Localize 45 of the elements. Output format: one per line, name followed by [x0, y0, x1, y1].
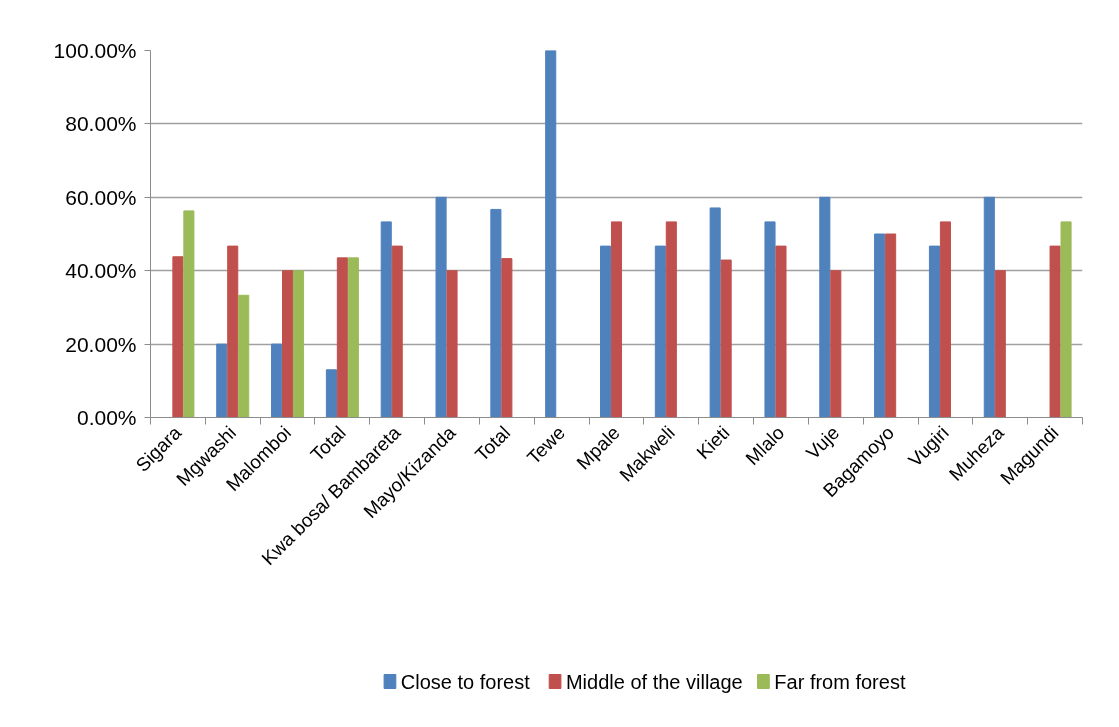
y-tick-label: 40.00% — [65, 259, 137, 283]
bar — [885, 233, 897, 418]
bar — [819, 196, 831, 418]
bar — [610, 221, 623, 418]
y-tick-label: 100.00% — [53, 39, 137, 62]
bar — [183, 210, 195, 418]
bar — [271, 343, 283, 418]
bar — [292, 270, 305, 418]
bar — [216, 343, 228, 418]
bar — [599, 245, 612, 418]
legend-label: Close to forest — [400, 670, 531, 693]
bar — [1060, 221, 1072, 418]
bar — [391, 245, 403, 418]
bar — [227, 245, 239, 418]
bar — [501, 258, 513, 418]
bar — [1049, 245, 1061, 418]
legend-label: Far from forest — [774, 670, 906, 693]
bar — [654, 245, 666, 418]
bar — [720, 259, 732, 418]
bar — [336, 257, 348, 418]
bar — [775, 245, 787, 418]
bar — [830, 270, 842, 418]
bar — [380, 221, 392, 418]
y-tick-label: 80.00% — [65, 112, 137, 136]
bar — [282, 270, 294, 418]
y-tick-label: 60.00% — [65, 185, 137, 209]
bar — [665, 221, 677, 418]
bar — [238, 294, 250, 418]
bar — [545, 50, 557, 418]
y-tick-label: 0.00% — [76, 406, 137, 429]
bar — [874, 233, 886, 418]
bar — [490, 208, 502, 418]
bar — [994, 270, 1006, 418]
bar — [172, 256, 184, 418]
legend-label: Middle of the village — [565, 670, 743, 693]
bar — [939, 221, 951, 418]
bar — [764, 221, 776, 418]
bar — [446, 270, 458, 418]
bar — [983, 196, 995, 418]
bar — [325, 369, 337, 418]
bar — [709, 207, 721, 418]
y-tick-label: 20.00% — [65, 332, 137, 356]
bar — [928, 245, 941, 418]
bar — [347, 257, 359, 418]
bar — [435, 196, 447, 418]
